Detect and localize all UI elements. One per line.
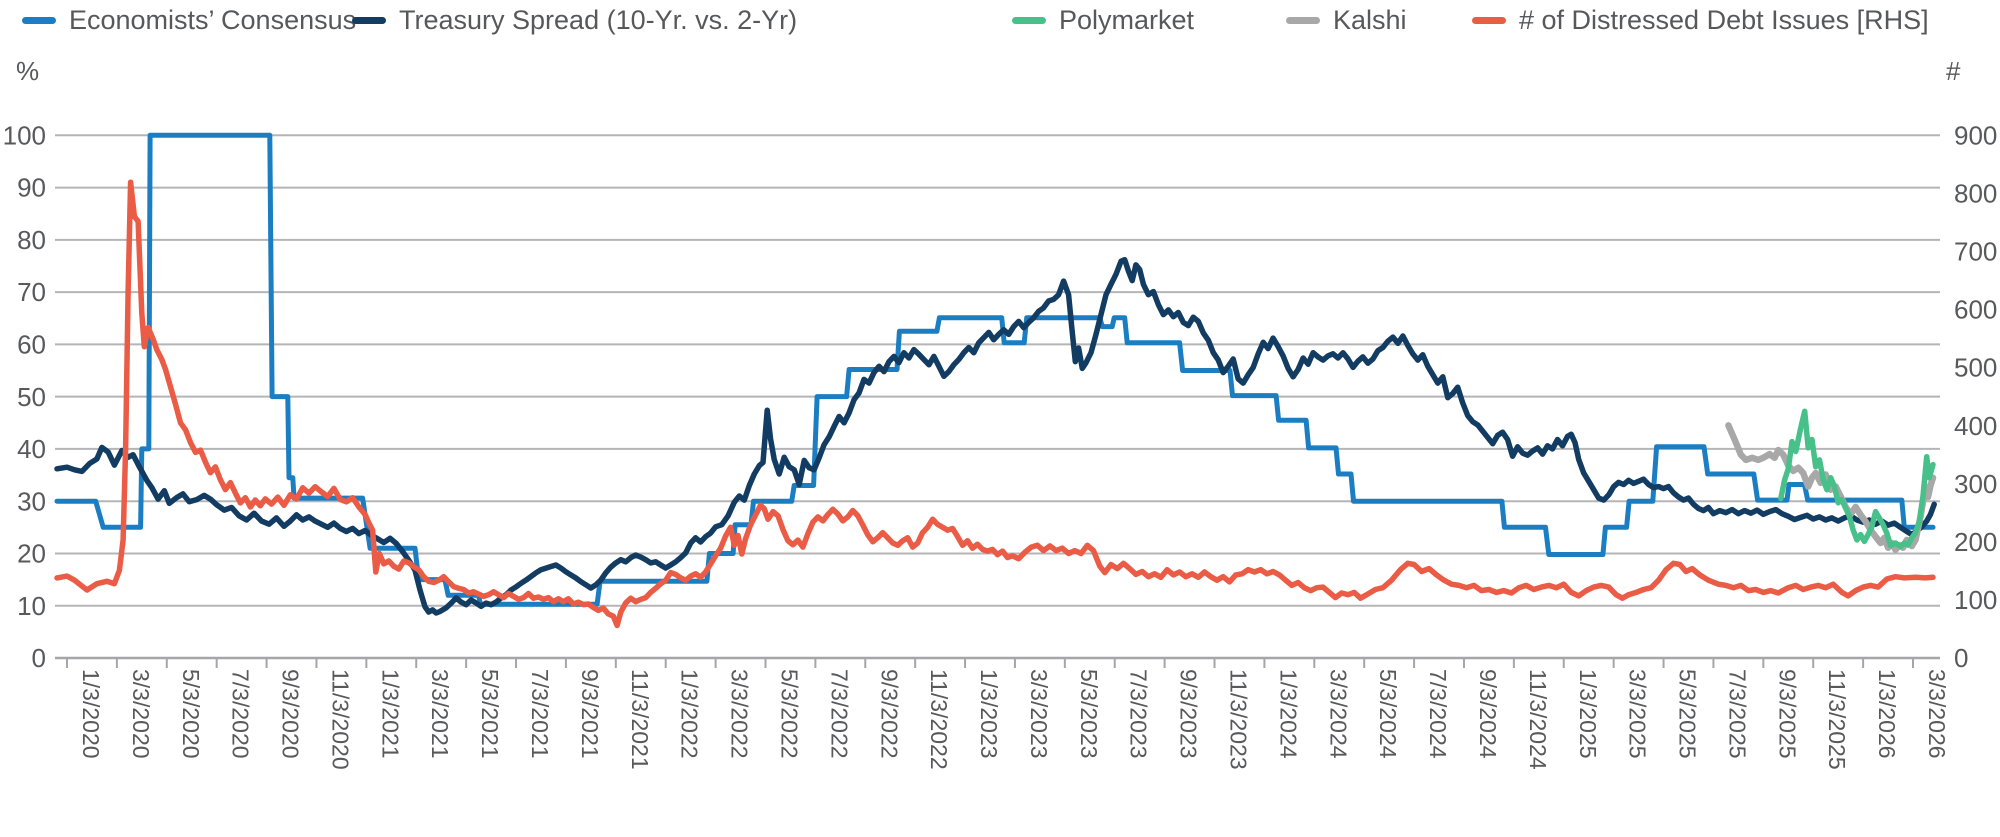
legend-color-chip (22, 16, 56, 24)
x-axis-tick-label: 9/3/2022 (876, 669, 902, 759)
left-axis-tick-label: 70 (17, 277, 46, 307)
x-axis-tick-label: 11/3/2023 (1226, 669, 1252, 770)
legend-color-chip (1472, 16, 1506, 24)
right-axis-tick-label: 700 (1954, 237, 1997, 267)
x-axis-tick-label: 11/3/2025 (1824, 669, 1850, 770)
left-axis-tick-label: 80 (17, 225, 46, 255)
x-axis-tick-label: 3/3/2026 (1924, 669, 1950, 759)
series-line-economists-consensus (54, 132, 1936, 607)
x-axis-tick-label: 9/3/2021 (577, 669, 603, 759)
series-line-of-distressed-debt-issues-rhs (54, 179, 1936, 629)
x-axis-tick-label: 11/3/2024 (1525, 669, 1551, 770)
x-axis-tick-label: 1/3/2025 (1575, 669, 1601, 759)
x-axis-tick-label: 5/3/2020 (178, 669, 204, 759)
x-axis-tick-label: 7/3/2022 (826, 669, 852, 759)
x-axis-tick-label: 3/3/2022 (727, 669, 753, 759)
x-axis-tick-label: 7/3/2023 (1126, 669, 1152, 759)
right-axis-tick-label: 400 (1954, 411, 1997, 441)
x-axis-tick-label: 5/3/2023 (1076, 669, 1102, 759)
x-axis-tick-label: 3/3/2021 (427, 669, 453, 759)
x-axis-tick-label: 1/3/2026 (1874, 669, 1900, 759)
right-axis-tick-label: 900 (1954, 120, 1997, 150)
right-axis-tick-label: 200 (1954, 527, 1997, 557)
x-axis-tick-label: 3/3/2023 (1026, 669, 1052, 759)
x-axis-tick-label: 7/3/2025 (1724, 669, 1750, 759)
x-axis-tick-label: 11/3/2022 (926, 669, 952, 770)
series-line-polymarket (1778, 408, 1936, 550)
left-axis-tick-label: 50 (17, 382, 46, 412)
x-axis-tick-label: 7/3/2024 (1425, 669, 1451, 759)
x-axis-tick-label: 5/3/2024 (1375, 669, 1401, 759)
x-axis-tick-label: 5/3/2022 (776, 669, 802, 759)
left-axis-tick-label: 30 (17, 486, 46, 516)
right-axis-tick-label: 500 (1954, 353, 1997, 383)
legend-item-3[interactable]: Polymarket (1012, 2, 1194, 38)
x-axis-tick-label: 1/3/2022 (677, 669, 703, 759)
x-axis-tick-label: 9/3/2023 (1176, 669, 1202, 759)
legend-item-label: Polymarket (1059, 4, 1195, 35)
x-axis-tick-label: 3/3/2024 (1325, 669, 1351, 759)
legend-item-label: Kalshi (1333, 4, 1407, 35)
left-axis-tick-label: 10 (17, 591, 46, 621)
legend-item-label: Treasury Spread (10-Yr. vs. 2-Yr) (399, 4, 798, 35)
x-axis-tick-label: 9/3/2020 (278, 669, 304, 759)
legend-item-4[interactable]: Kalshi (1286, 2, 1407, 38)
legend-item-label: # of Distressed Debt Issues [RHS] (1519, 4, 1929, 35)
legend-item-label: Economists’ Consensus (69, 4, 357, 35)
right-axis-unit-label: # (1946, 56, 1961, 86)
x-axis-tick-label: 7/3/2021 (527, 669, 553, 759)
right-axis-tick-label: 600 (1954, 295, 1997, 325)
right-axis-tick-label: 800 (1954, 178, 1997, 208)
x-axis-tick-label: 11/3/2020 (327, 669, 353, 770)
left-axis-tick-label: 20 (17, 539, 46, 569)
left-axis-tick-label: 90 (17, 173, 46, 203)
x-axis-tick-label: 9/3/2024 (1475, 669, 1501, 759)
x-axis-tick-label: 3/3/2020 (128, 669, 154, 759)
x-axis-tick-label: 3/3/2025 (1625, 669, 1651, 759)
x-axis-tick-label: 1/3/2024 (1275, 669, 1301, 759)
x-axis-tick-label: 5/3/2025 (1675, 669, 1701, 759)
left-axis-tick-label: 60 (17, 329, 46, 359)
legend-color-chip (1012, 16, 1046, 24)
x-axis-tick-label: 1/3/2021 (377, 669, 403, 759)
x-axis-tick-label: 7/3/2020 (228, 669, 254, 759)
right-axis-tick-label: 0 (1954, 643, 1968, 673)
x-axis-tick-label: 1/3/2023 (976, 669, 1002, 759)
chart-legend: Economists’ Consensus Treasury Spread (10… (0, 0, 2000, 40)
left-axis-tick-label: 40 (17, 434, 46, 464)
left-axis-tick-label: 100 (3, 120, 46, 150)
x-axis-tick-label: 5/3/2021 (477, 669, 503, 759)
x-axis-tick-label: 1/3/2020 (78, 669, 104, 759)
left-axis-tick-label: 0 (32, 643, 46, 673)
legend-color-chip (352, 16, 386, 24)
x-axis-tick-label: 9/3/2025 (1774, 669, 1800, 759)
legend-item-2[interactable]: Treasury Spread (10-Yr. vs. 2-Yr) (352, 2, 797, 38)
right-axis-tick-label: 100 (1954, 585, 1997, 615)
left-axis-unit-label: % (16, 56, 40, 86)
series-line-treasury-spread-10-yr-vs-2-yr (54, 256, 1937, 616)
legend-item-1[interactable]: Economists’ Consensus (22, 2, 356, 38)
legend-color-chip (1286, 16, 1320, 24)
x-axis-tick-label: 11/3/2021 (627, 669, 653, 770)
right-axis-tick-label: 300 (1954, 469, 1997, 499)
legend-item-5[interactable]: # of Distressed Debt Issues [RHS] (1472, 2, 1929, 38)
